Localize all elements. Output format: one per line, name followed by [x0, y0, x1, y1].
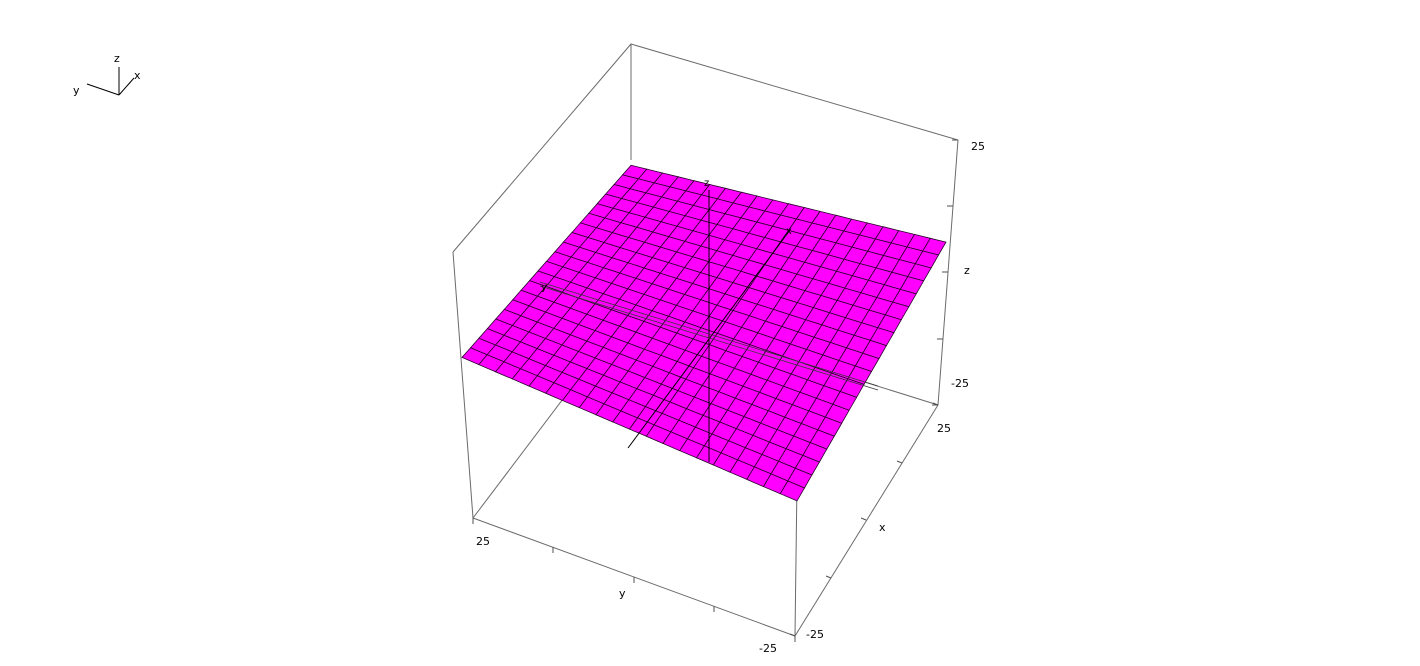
orientation-gizmo: z x y — [73, 52, 141, 97]
box-front-vertical — [794, 479, 798, 637]
y-axis-title: y — [619, 587, 626, 600]
inner-y-axis-shadow — [539, 285, 879, 391]
inner-axes: z x y — [539, 178, 879, 462]
y-axis-min-label: -25 — [759, 642, 777, 655]
box-left-vertical — [452, 251, 474, 519]
inner-x-axis — [627, 229, 791, 449]
inner-y-label: y — [541, 282, 547, 293]
inner-z-label: z — [704, 178, 709, 189]
z-axis-title: z — [964, 264, 970, 277]
inner-x-label: x — [786, 226, 792, 237]
axis-ticks — [472, 139, 958, 642]
inner-y-axis — [539, 281, 879, 387]
surface-mesh — [461, 164, 947, 502]
box-bottom-front-x — [794, 404, 939, 637]
x-tick — [789, 633, 796, 637]
axis-labels: 25 z -25 25 x -25 25 y -25 — [476, 140, 985, 655]
surface-facet — [779, 480, 806, 502]
x-tick — [896, 460, 903, 464]
gizmo-y-label: y — [73, 84, 80, 97]
gizmo-z-label: z — [114, 52, 120, 65]
x-axis-max-label: 25 — [937, 422, 951, 435]
gizmo-y-axis — [86, 83, 120, 96]
gizmo-x-axis — [118, 77, 135, 96]
x-tick — [860, 517, 867, 521]
y-axis-max-label: 25 — [476, 535, 490, 548]
x-axis-title: x — [879, 521, 886, 534]
x-tick — [825, 575, 832, 579]
z-axis-min-label: -25 — [951, 377, 969, 390]
gizmo-x-label: x — [134, 69, 141, 82]
x-axis-min-label: -25 — [806, 628, 824, 641]
z-axis-max-label: 25 — [971, 140, 985, 153]
